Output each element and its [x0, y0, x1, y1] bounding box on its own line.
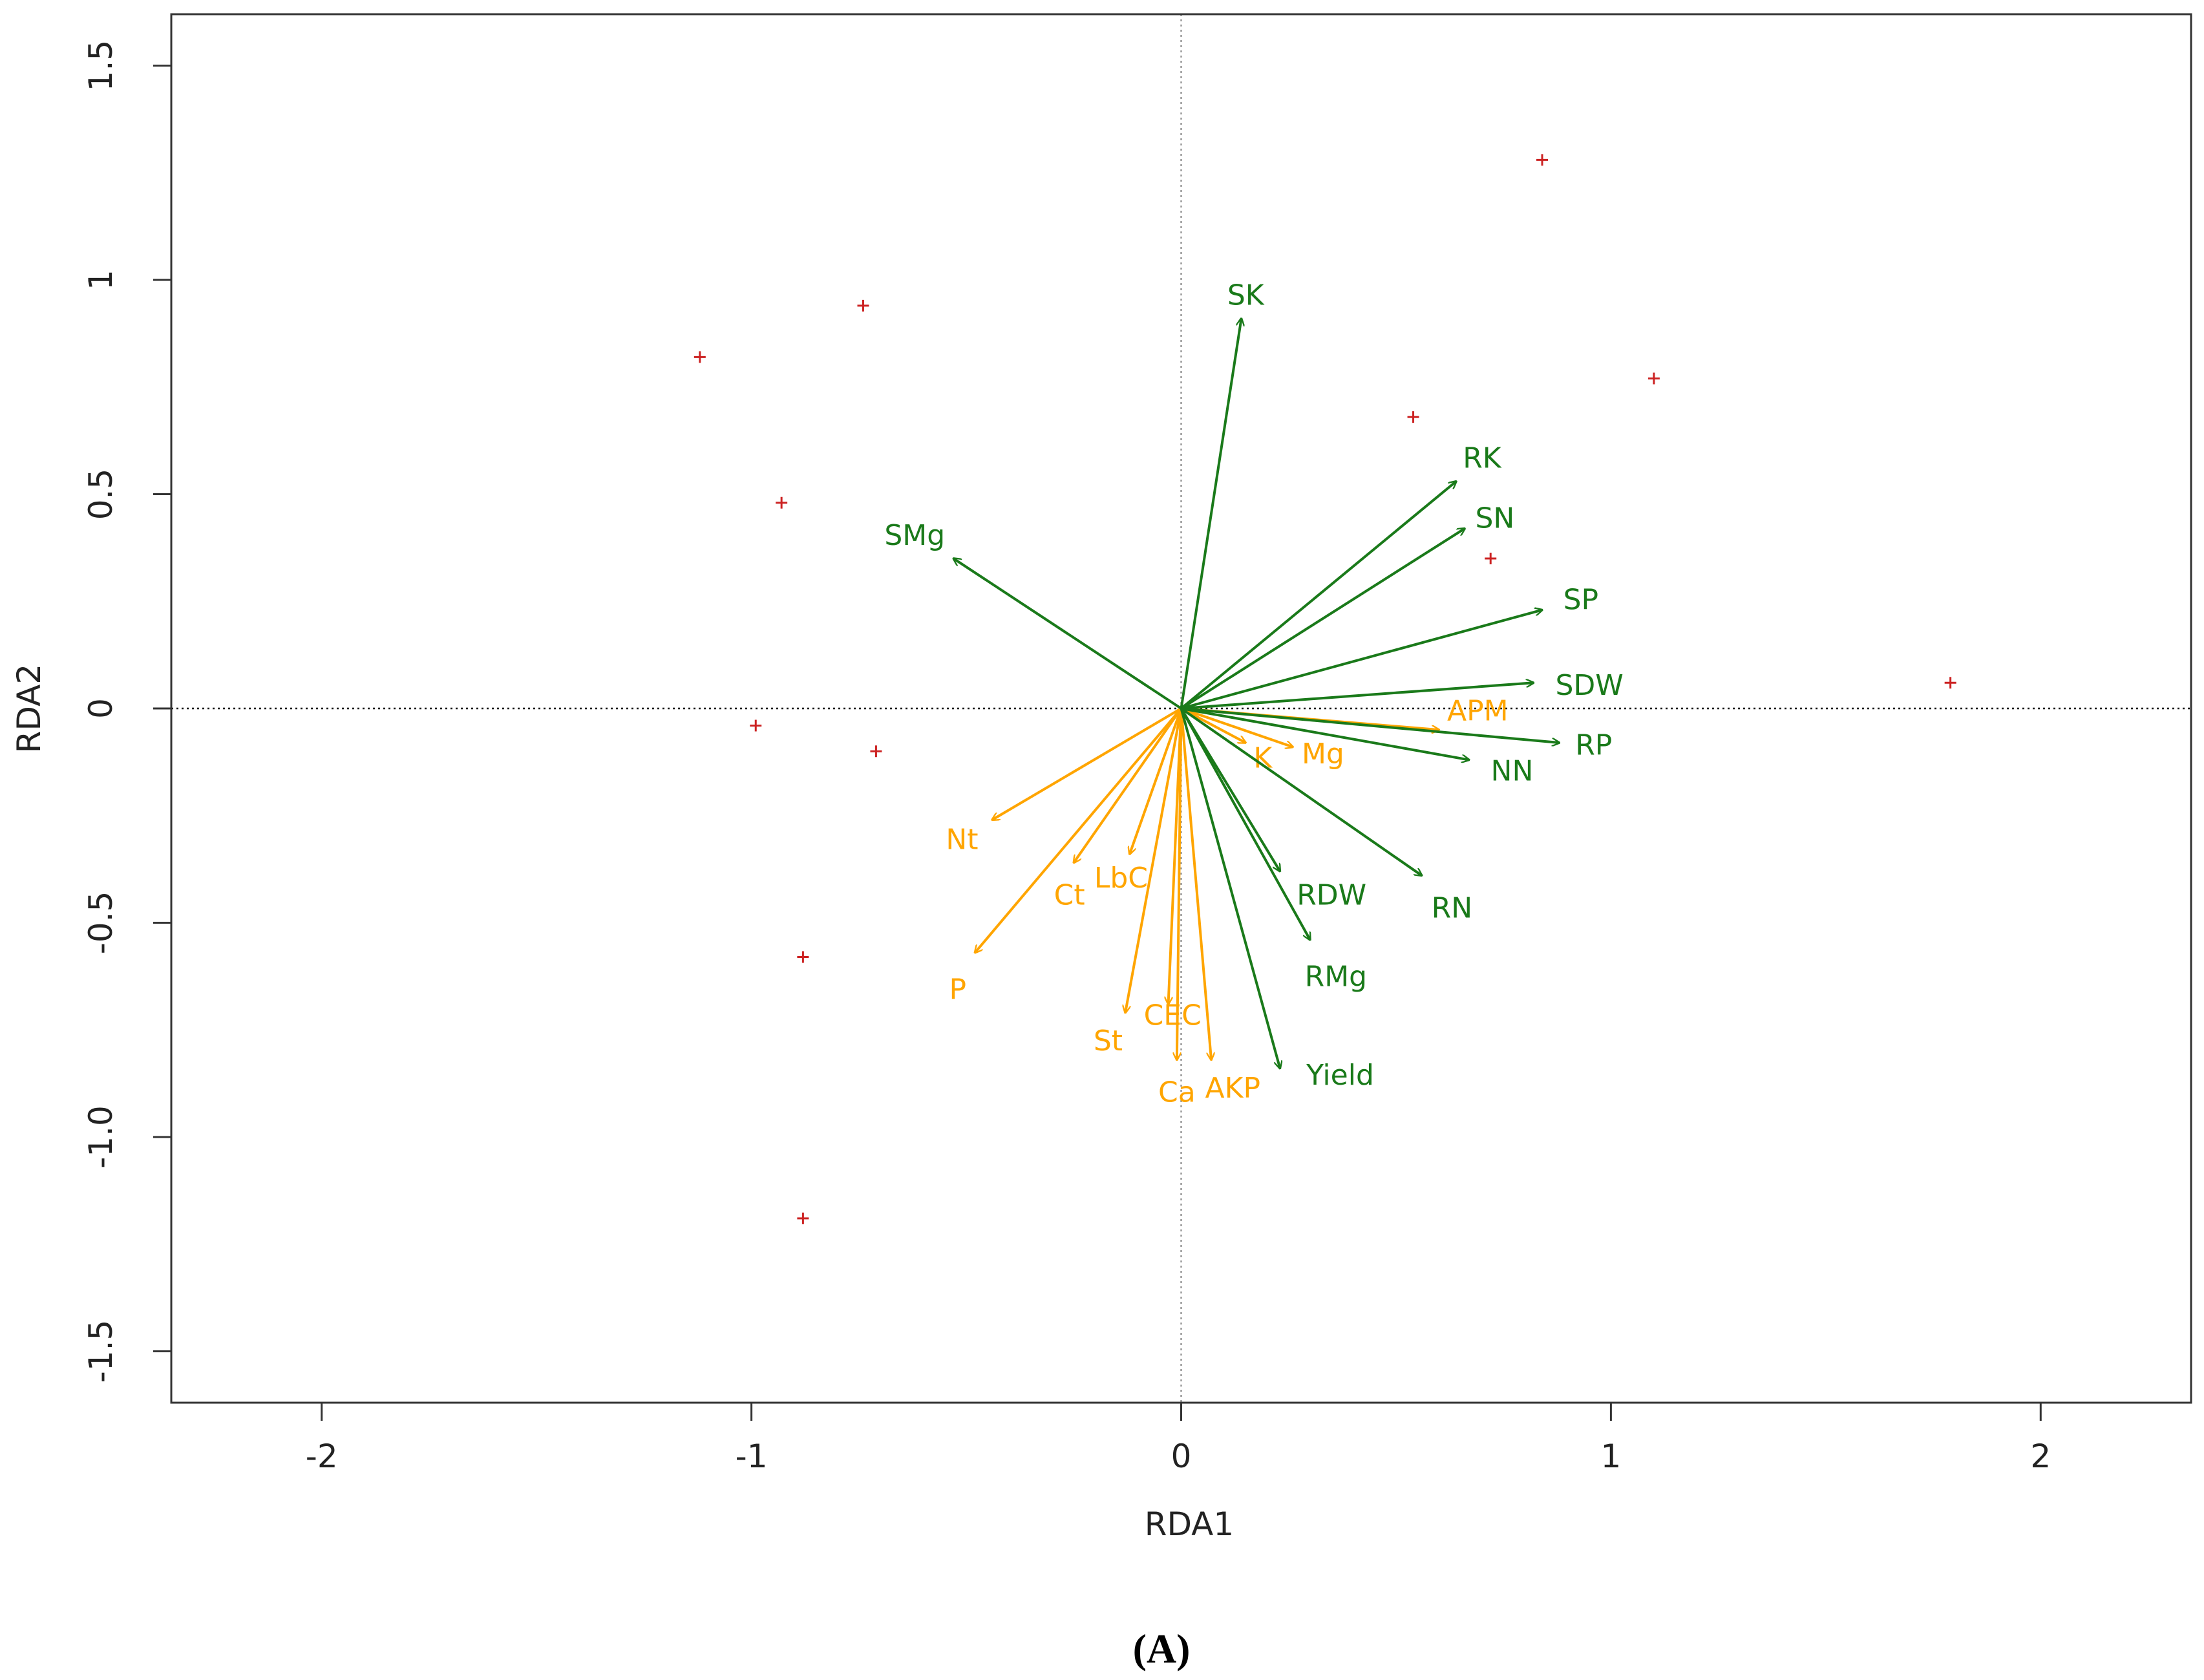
y-tick-label: 0 [82, 698, 120, 719]
label-p: P [949, 973, 966, 1006]
site-point [750, 719, 762, 732]
label-nt: Nt [946, 824, 978, 856]
site-point [870, 745, 882, 758]
x-tick-label: 0 [1171, 1438, 1192, 1475]
site-point [776, 496, 788, 509]
label-ct: Ct [1054, 879, 1085, 912]
label-smg: SMg [884, 519, 945, 552]
arrow-yield [1180, 708, 1280, 1069]
arrow-sdw [1181, 683, 1534, 710]
label-rdw: RDW [1297, 879, 1366, 912]
label-rk: RK [1463, 441, 1502, 474]
axes: -2 -1 0 1 2 -1.5 -1.0 -0.5 0 0.5 1 1.5 [82, 40, 2051, 1475]
label-cec: CEC [1144, 999, 1202, 1032]
arrow-lbc [1130, 708, 1183, 854]
arrow-rmg [1180, 708, 1310, 940]
x-tick-label: 1 [1600, 1438, 1621, 1475]
arrow-ct [1074, 707, 1183, 863]
site-point [694, 351, 706, 363]
site-point [1485, 552, 1497, 564]
arrow-st [1125, 708, 1183, 1013]
label-ca: Ca [1158, 1076, 1196, 1109]
arrow-sp [1180, 610, 1543, 710]
label-rp: RP [1575, 729, 1612, 762]
label-lbc: LbC [1094, 862, 1148, 895]
y-axis-title: RDA2 [10, 664, 48, 753]
arrow-cec [1169, 708, 1183, 1004]
arrow-rn [1180, 707, 1422, 876]
arrow-mg [1180, 707, 1293, 747]
site-point [797, 951, 809, 963]
label-nn: NN [1491, 754, 1534, 787]
y-tick-label: 1.5 [82, 40, 120, 92]
y-tick-label: -0.5 [82, 891, 120, 955]
label-sk: SK [1227, 279, 1265, 312]
x-tick-label: -2 [306, 1438, 338, 1475]
label-sp: SP [1563, 583, 1598, 616]
arrow-k [1180, 707, 1246, 743]
label-rmg: RMg [1305, 961, 1367, 994]
arrow-nt [992, 707, 1182, 820]
y-tick-label: 1 [82, 270, 120, 290]
site-point [797, 1212, 809, 1224]
site-point [857, 299, 869, 312]
x-axis-title: RDA1 [1145, 1505, 1234, 1543]
arrow-nn [1181, 707, 1469, 760]
arrow-smg [953, 558, 1182, 710]
site-point [1944, 677, 1956, 689]
label-yield: Yield [1306, 1059, 1374, 1092]
response-vectors: SK RK SN SMg SP SDW RP NN RN RDW RMg Yield [884, 279, 1623, 1092]
label-st: St [1094, 1025, 1123, 1058]
site-point [1407, 411, 1419, 423]
x-tick-label: -1 [736, 1438, 768, 1475]
arrow-p [975, 707, 1183, 953]
label-rn: RN [1432, 892, 1473, 925]
label-akp: AKP [1205, 1072, 1261, 1105]
site-point [1648, 372, 1660, 385]
arrow-rp [1181, 707, 1560, 743]
label-sn: SN [1475, 502, 1514, 535]
arrow-rk [1180, 482, 1457, 710]
y-tick-label: 0.5 [82, 469, 120, 520]
arrow-ca [1177, 708, 1183, 1060]
arrow-sn [1180, 529, 1465, 710]
arrow-akp [1180, 708, 1212, 1060]
y-tick-label: -1.5 [82, 1320, 120, 1383]
x-tick-label: 2 [2030, 1438, 2051, 1475]
label-sdw: SDW [1555, 669, 1623, 702]
y-tick-label: -1.0 [82, 1105, 120, 1169]
label-mg: Mg [1302, 738, 1344, 771]
arrow-sk [1180, 319, 1242, 709]
label-apm: APM [1447, 695, 1509, 728]
site-point [1536, 154, 1549, 166]
site-points [694, 154, 1956, 1224]
figure-caption: (A) [1133, 1626, 1191, 1672]
